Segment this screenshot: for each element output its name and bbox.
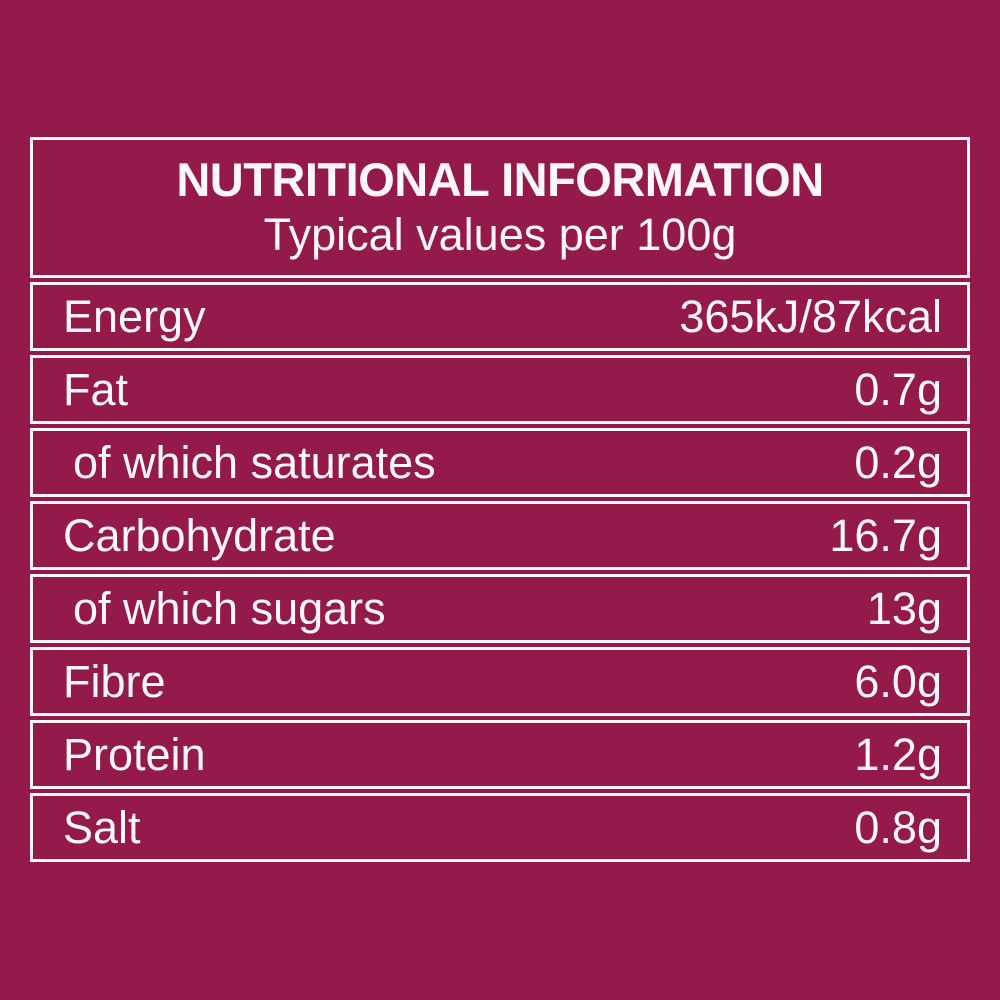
nutrient-label: Energy [63, 291, 206, 342]
table-header: NUTRITIONAL INFORMATION Typical values p… [30, 137, 970, 278]
nutrient-value: 16.7g [829, 510, 942, 561]
nutrient-label: of which sugars [73, 583, 386, 634]
nutrient-value: 6.0g [854, 656, 942, 707]
nutrient-value: 0.7g [854, 364, 942, 415]
nutrient-value: 13g [866, 583, 942, 634]
nutrient-row: Energy 365kJ/87kcal [30, 282, 970, 351]
nutrient-row: of which saturates 0.2g [30, 428, 970, 497]
nutrient-row: Salt 0.8g [30, 793, 970, 862]
nutrient-value: 0.8g [854, 802, 942, 853]
nutrient-row: Carbohydrate 16.7g [30, 501, 970, 570]
nutrition-table: NUTRITIONAL INFORMATION Typical values p… [30, 137, 970, 862]
nutrient-value: 0.2g [854, 437, 942, 488]
nutrient-label: of which saturates [73, 437, 436, 488]
nutrient-label: Salt [63, 802, 141, 853]
table-subtitle: Typical values per 100g [263, 209, 737, 261]
nutrient-label: Carbohydrate [63, 510, 336, 561]
nutrient-value: 1.2g [854, 729, 942, 780]
nutrient-row: of which sugars 13g [30, 574, 970, 643]
nutrient-label: Fibre [63, 656, 166, 707]
nutrient-label: Protein [63, 729, 206, 780]
table-title: NUTRITIONAL INFORMATION [176, 152, 824, 206]
nutrient-row: Fat 0.7g [30, 355, 970, 424]
table-rows: Energy 365kJ/87kcal Fat 0.7g of which sa… [30, 282, 970, 862]
nutrient-value: 365kJ/87kcal [679, 291, 942, 342]
nutrient-row: Fibre 6.0g [30, 647, 970, 716]
nutrient-row: Protein 1.2g [30, 720, 970, 789]
nutrient-label: Fat [63, 364, 129, 415]
